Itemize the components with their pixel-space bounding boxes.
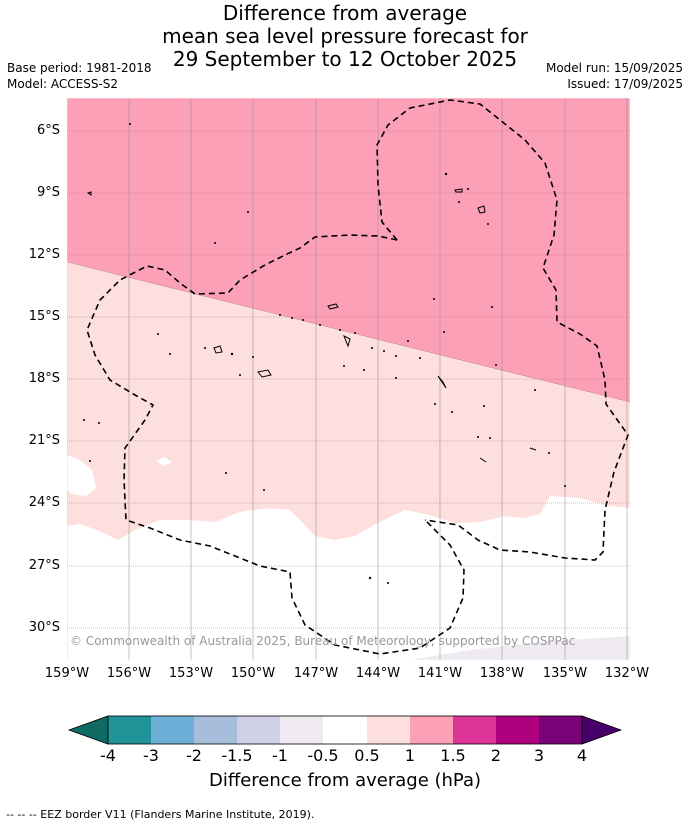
issued-date: Issued: 17/09/2025 [567,77,683,91]
model-name: Model: ACCESS-S2 [7,77,119,91]
colorbar-swatch [410,716,453,744]
lon-tick: 132°W [604,666,650,681]
lat-tick: 6°S [36,123,60,138]
lat-tick: 21°S [28,433,60,448]
lat-tick: 30°S [28,620,60,635]
lon-tick: 144°W [355,666,401,681]
colorbar [67,715,623,745]
colorbar-label: -1 [272,746,288,765]
map-title: Difference from average mean sea level p… [0,2,690,71]
lon-tick: 159°W [44,666,90,681]
colorbar-swatch [151,716,194,744]
map-area [67,98,630,660]
eez-borders [86,99,629,655]
anomaly-region-1-to-1.5 [67,98,630,402]
lat-tick: 12°S [28,247,60,262]
anomaly-region-0.5-to-1 [67,262,630,540]
colorbar-swatch [539,716,582,744]
title-line-1: Difference from average [222,1,468,25]
eez-footnote: -- -- -- EEZ border V11 (Flanders Marine… [6,808,315,821]
colorbar-swatch [453,716,496,744]
colorbar-title: Difference from average (hPa) [208,770,482,791]
lon-tick: 150°W [230,666,276,681]
lat-tick: 9°S [36,185,60,200]
colorbar-swatch [280,716,323,744]
map-frame [66,97,631,661]
lon-tick: 138°W [479,666,525,681]
small-islands [83,123,566,584]
colorbar-label: 0.5 [354,746,380,765]
colorbar-label: 4 [576,746,588,765]
lon-tick: 147°W [293,666,339,681]
colorbar-label: -2 [186,746,202,765]
anomaly-region-minus-1-to-minus-0.5 [410,636,630,660]
colorbar-low-extend [67,715,109,745]
title-line-3: 29 September to 12 October 2025 [172,47,518,71]
lat-tick: 18°S [28,371,60,386]
colorbar-swatch [496,716,539,744]
colorbar-label: -4 [100,746,116,765]
gridlines [67,98,630,660]
lon-tick: 141°W [417,666,463,681]
colorbar-swatch [237,716,280,744]
base-period: Base period: 1981-2018 [7,61,152,75]
colorbar-label: -3 [143,746,159,765]
lat-tick: 24°S [28,495,60,510]
meta-right: Model run: 15/09/2025 Issued: 17/09/2025 [546,60,683,92]
colorbar-swatch [367,716,410,744]
colorbar-high-extend [581,715,623,745]
colorbar-swatch [194,716,237,744]
colorbar-label: 2 [490,746,502,765]
neutral-pocket-small [156,457,172,466]
model-run: Model run: 15/09/2025 [545,61,683,75]
lon-tick: 156°W [106,666,152,681]
colorbar-label: -1.5 [221,746,253,765]
lat-tick: 15°S [28,309,60,324]
lat-tick: 27°S [28,558,60,573]
title-line-2: mean sea level pressure forecast for [162,24,528,48]
colorbar-label: 3 [533,746,545,765]
neutral-pocket [67,455,96,496]
lon-tick: 135°W [542,666,588,681]
copyright-notice: © Commonwealth of Australia 2025, Bureau… [70,634,576,648]
colorbar-label: -0.5 [307,746,339,765]
colorbar-label: 1.5 [440,746,466,765]
meta-left: Base period: 1981-2018 Model: ACCESS-S2 [7,60,152,92]
colorbar-swatch [323,716,367,744]
colorbar-label: 1 [404,746,416,765]
colorbar-swatch [108,716,151,744]
islands [86,188,537,463]
lon-tick: 153°W [168,666,214,681]
